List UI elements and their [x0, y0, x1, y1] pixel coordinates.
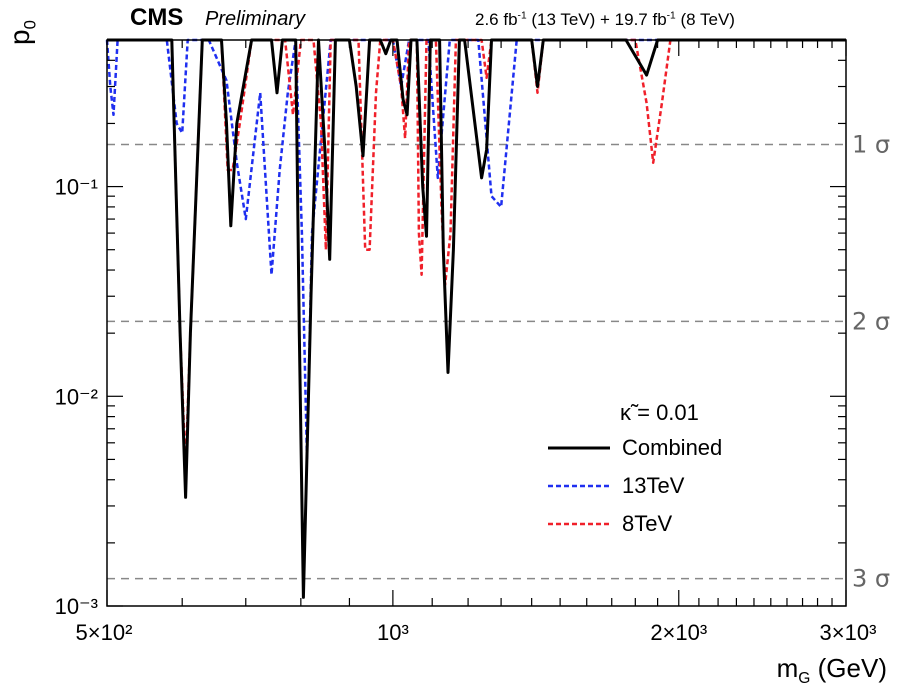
x-tick-label-0: 5×10² [76, 620, 133, 645]
sigma-label-2: 2 σ [852, 307, 890, 335]
lumi-13: 2.6 fb [475, 10, 518, 29]
x-axis-sub: G [798, 670, 811, 687]
experiment-label: CMS [130, 4, 184, 31]
x-tick-label-3: 3×10³ [820, 620, 877, 645]
sigma-label-1: 1 σ [852, 131, 890, 159]
x-axis-main: m [776, 652, 799, 683]
plot-frame [106, 39, 847, 607]
legend-label-combined: Combined [622, 435, 722, 460]
status-label: Preliminary [205, 8, 306, 30]
legend: κ̃ = 0.01 Combined 13TeV 8TeV [548, 400, 722, 536]
series-8tev [107, 38, 846, 471]
series-combined [107, 38, 846, 599]
lumi-13-unit: -1 [517, 10, 527, 22]
x-tick-label-2: 2×10³ [650, 620, 707, 645]
curves [105, 38, 846, 599]
lumi-8-unit: -1 [666, 10, 676, 22]
legend-title: κ̃ = 0.01 [620, 400, 699, 425]
y-axis-sub: 0 [20, 20, 40, 30]
x-tick-label-1: 10³ [377, 620, 409, 645]
y-axis-label: p0 [4, 5, 41, 45]
lumi-8-energy: (8 TeV) [680, 10, 735, 29]
sigma-label-3: 3 σ [852, 565, 890, 593]
sigma-lines: 1 σ 2 σ 3 σ [107, 131, 890, 593]
axes: 5×10² 10³ 2×10³ 3×10³ 10⁻¹ 10⁻² 10⁻³ [55, 39, 877, 645]
x-axis-unit: (GeV) [810, 652, 887, 683]
x-axis-label: mG (GeV) [777, 653, 887, 688]
lumi-13-energy: (13 TeV) + 19.7 fb [531, 10, 667, 29]
y-tick-label-1: 10⁻² [55, 384, 98, 409]
legend-label-13tev: 13TeV [622, 473, 685, 498]
y-tick-label-2: 10⁻³ [55, 594, 98, 619]
y-tick-label-0: 10⁻¹ [55, 175, 98, 200]
y-axis-main: p [4, 29, 35, 45]
series-13tev [105, 38, 846, 461]
legend-label-8tev: 8TeV [622, 511, 672, 536]
luminosity-label: 2.6 fb-1 (13 TeV) + 19.7 fb-1 (8 TeV) [475, 10, 735, 30]
